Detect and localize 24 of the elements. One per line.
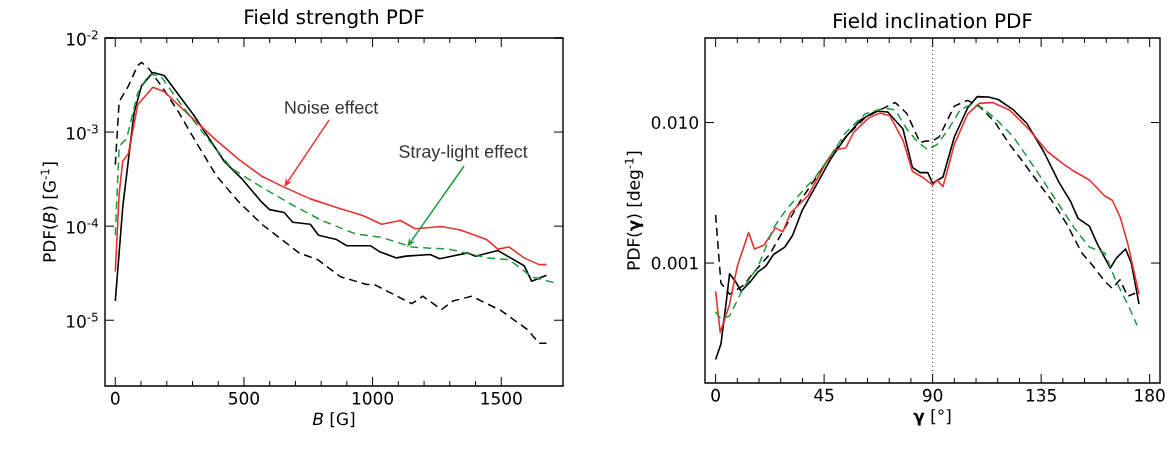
- y-tick-label: 10$^{-5}$: [67, 312, 98, 328]
- y-tick-label: 10$^{-3}$: [67, 124, 98, 140]
- x-axis-title: γ [°]: [913, 409, 951, 426]
- x-tick-label: 45: [814, 388, 834, 402]
- x-tick-label: 0: [711, 388, 720, 402]
- x-tick-label: 1000: [352, 391, 394, 405]
- line-series: [114, 61, 548, 344]
- x-tick-label: 1500: [481, 391, 522, 405]
- x-tick-label: 180: [1135, 388, 1165, 402]
- y-tick-label: 0.010: [651, 116, 699, 129]
- y-axis-title: PDF(γ) [deg$^{-1}$]: [624, 151, 644, 270]
- y-tick-label: 10$^{-4}$: [67, 218, 98, 234]
- annotation: Noise effect: [285, 100, 379, 114]
- chart-title: Field inclination PDF: [834, 12, 1032, 29]
- annotation: Stray-light effect: [399, 144, 528, 162]
- x-axis-title: B [G]: [312, 412, 355, 428]
- x-tick-label: 135: [1026, 388, 1056, 402]
- y-axis-title: PDF(B) [G$^{-1}$]: [40, 162, 58, 262]
- y-tick-label: 0.001: [651, 256, 698, 270]
- x-tick-label: 90: [922, 388, 943, 402]
- x-tick-label: 0: [111, 391, 120, 405]
- y-tick-label: 10$^{-2}$: [67, 30, 98, 46]
- chart-title: Field strength PDF: [245, 8, 424, 29]
- x-tick-label: 500: [229, 391, 259, 405]
